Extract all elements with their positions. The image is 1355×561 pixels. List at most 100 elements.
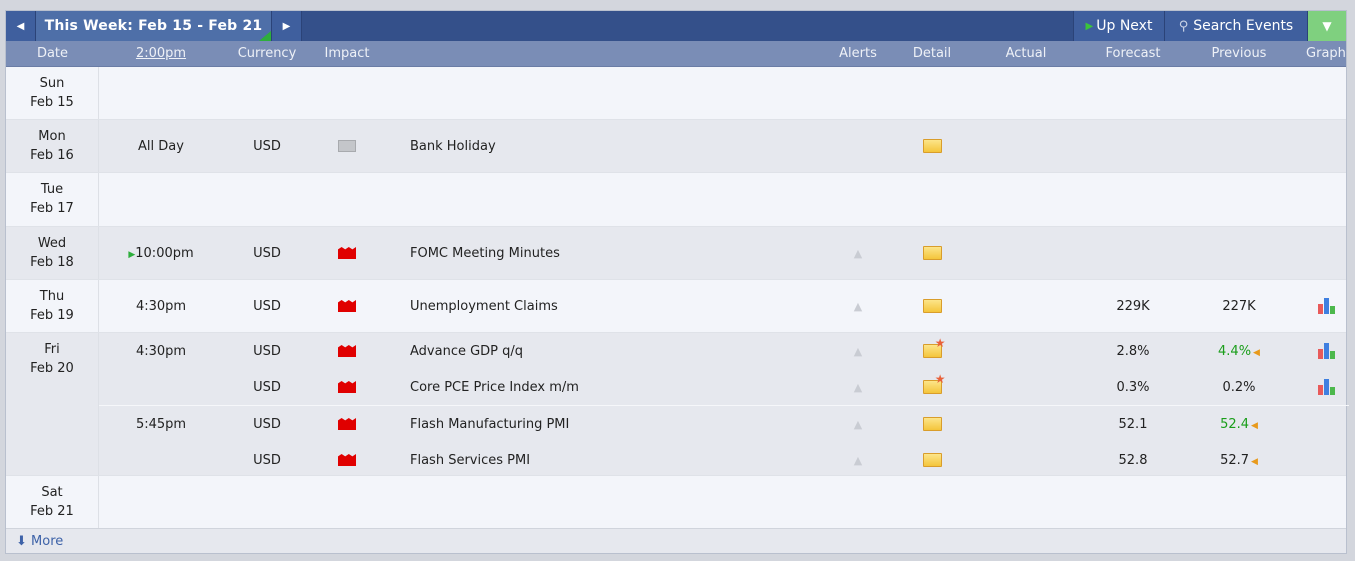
more-link[interactable]: ⬇ More	[6, 528, 1346, 553]
column-header-row: Date 2:00pm Currency Impact Alerts Detail Actu…	[6, 41, 1346, 67]
folder-icon[interactable]	[922, 453, 942, 467]
event-title[interactable]: Unemployment Claims	[410, 298, 558, 314]
bell-icon[interactable]: ▲	[853, 380, 863, 394]
high-impact-icon	[338, 381, 356, 393]
folder-icon[interactable]	[922, 139, 942, 153]
folder-icon[interactable]	[922, 417, 942, 431]
day-cell: Fri Feb 20	[6, 333, 99, 475]
detail-cell: ★	[903, 336, 961, 359]
day-events	[99, 476, 1346, 528]
event-currency: USD	[253, 138, 281, 154]
day-events: 4:30pm USD Advance GDP q/q ▲ ★ 2.8% 4.4% ◀ USD Co…	[99, 333, 1349, 475]
impact-cell	[311, 246, 383, 261]
alert-cell: ▲	[813, 246, 903, 261]
search-events-button[interactable]: ⚲ Search Events	[1165, 11, 1308, 41]
search-icon: ⚲	[1178, 18, 1189, 34]
revised-icon[interactable]: ◀	[1251, 456, 1258, 467]
star-icon: ★	[934, 372, 946, 386]
event-currency: USD	[253, 379, 281, 395]
folder-icon[interactable]	[922, 299, 942, 313]
event-row[interactable]: All Day USD Bank Holiday	[99, 120, 1349, 172]
bell-icon[interactable]: ▲	[853, 417, 863, 431]
corner-marker-icon	[259, 31, 271, 41]
forecast-value: 0.3%	[1116, 379, 1150, 395]
day-row: Tue Feb 17	[6, 173, 1346, 227]
event-title[interactable]: Flash Services PMI	[410, 452, 531, 468]
column-header-actual: Actual	[1005, 46, 1047, 61]
non-economic-impact-icon	[338, 140, 356, 152]
graph-bar	[1323, 343, 1329, 359]
graph-bar	[1329, 306, 1335, 314]
day-date: Feb 18	[30, 255, 74, 270]
day-of-week: Sun	[39, 76, 65, 91]
revised-icon[interactable]: ◀	[1251, 420, 1258, 431]
bell-icon[interactable]: ▲	[853, 453, 863, 467]
graph-cell	[1303, 298, 1349, 314]
search-label: Search Events	[1193, 18, 1294, 34]
event-title[interactable]: Core PCE Price Index m/m	[410, 379, 579, 395]
day-row: Sun Feb 15	[6, 67, 1346, 120]
week-selector[interactable]: This Week: Feb 15 - Feb 21	[36, 11, 272, 41]
revised-icon[interactable]: ◀	[1253, 347, 1260, 358]
folder-star-icon[interactable]: ★	[922, 336, 946, 358]
bell-icon[interactable]: ▲	[853, 344, 863, 358]
graph-bar	[1329, 351, 1335, 359]
day-events: ▶10:00pm USD FOMC Meeting Minutes ▲	[99, 227, 1349, 279]
column-header-graph: Graph	[1306, 46, 1346, 61]
bar-graph-icon[interactable]	[1317, 298, 1335, 314]
folder-icon[interactable]	[922, 246, 942, 260]
previous-value: 52.7	[1220, 452, 1250, 468]
event-time: All Day	[99, 139, 223, 154]
event-currency: USD	[253, 343, 281, 359]
day-date: Feb 20	[30, 361, 74, 376]
previous-value: 0.2%	[1222, 379, 1256, 395]
detail-cell	[903, 453, 961, 468]
next-week-button[interactable]: ▶	[272, 11, 302, 41]
folder-star-icon[interactable]: ★	[922, 372, 946, 394]
impact-cell	[311, 299, 383, 314]
event-row[interactable]: 4:30pm USD Unemployment Claims ▲ 229K 227K	[99, 280, 1349, 332]
day-row: Sat Feb 21	[6, 476, 1346, 529]
triangle-left-icon: ◀	[16, 20, 25, 32]
event-list: Sun Feb 15 Mon Feb 16 All Day USD Bank Holiday…	[6, 67, 1349, 529]
event-time-text: All Day	[138, 138, 184, 154]
event-currency: USD	[253, 298, 281, 314]
prev-week-button[interactable]: ◀	[6, 11, 36, 41]
event-title[interactable]: Bank Holiday	[410, 138, 496, 154]
impact-cell	[311, 139, 383, 154]
event-title[interactable]: Advance GDP q/q	[410, 343, 524, 359]
impact-cell	[311, 380, 383, 395]
event-row[interactable]: ▶10:00pm USD FOMC Meeting Minutes ▲	[99, 227, 1349, 279]
day-row: Mon Feb 16 All Day USD Bank Holiday	[6, 120, 1346, 173]
event-title[interactable]: FOMC Meeting Minutes	[410, 245, 560, 261]
column-header-time[interactable]: 2:00pm	[135, 46, 187, 61]
high-impact-icon	[338, 300, 356, 312]
event-time: 4:30pm	[99, 344, 223, 359]
bar-graph-icon[interactable]	[1317, 379, 1335, 395]
more-label: More	[31, 534, 64, 549]
event-row[interactable]: 4:30pm USD Advance GDP q/q ▲ ★ 2.8% 4.4% ◀	[99, 333, 1349, 369]
column-header-impact: Impact	[324, 46, 370, 61]
bell-icon[interactable]: ▲	[853, 299, 863, 313]
day-cell: Tue Feb 17	[6, 173, 99, 226]
event-row[interactable]: USD Core PCE Price Index m/m ▲ ★ 0.3% 0.2%	[99, 369, 1349, 405]
bar-graph-icon[interactable]	[1317, 343, 1335, 359]
forecast-value: 52.8	[1118, 452, 1148, 468]
event-row[interactable]: USD Flash Services PMI ▲ 52.8 52.7 ◀	[99, 442, 1349, 478]
column-header-forecast: Forecast	[1105, 46, 1161, 61]
event-row[interactable]: 5:45pm USD Flash Manufacturing PMI ▲ 52.1 52.…	[99, 405, 1349, 442]
column-header-previous: Previous	[1211, 46, 1267, 61]
detail-cell	[903, 299, 961, 314]
alert-cell: ▲	[813, 299, 903, 314]
high-impact-icon	[338, 345, 356, 357]
bell-icon[interactable]: ▲	[853, 246, 863, 260]
up-next-button[interactable]: ▶ Up Next	[1073, 11, 1165, 41]
alert-cell: ▲	[813, 417, 903, 432]
event-title[interactable]: Flash Manufacturing PMI	[410, 416, 570, 432]
column-header-currency: Currency	[237, 46, 297, 61]
day-cell: Sun Feb 15	[6, 67, 99, 119]
alert-cell: ▲	[813, 380, 903, 395]
forecast-value: 229K	[1116, 298, 1150, 314]
filter-button[interactable]: ▼	[1308, 11, 1346, 41]
detail-cell	[903, 246, 961, 261]
